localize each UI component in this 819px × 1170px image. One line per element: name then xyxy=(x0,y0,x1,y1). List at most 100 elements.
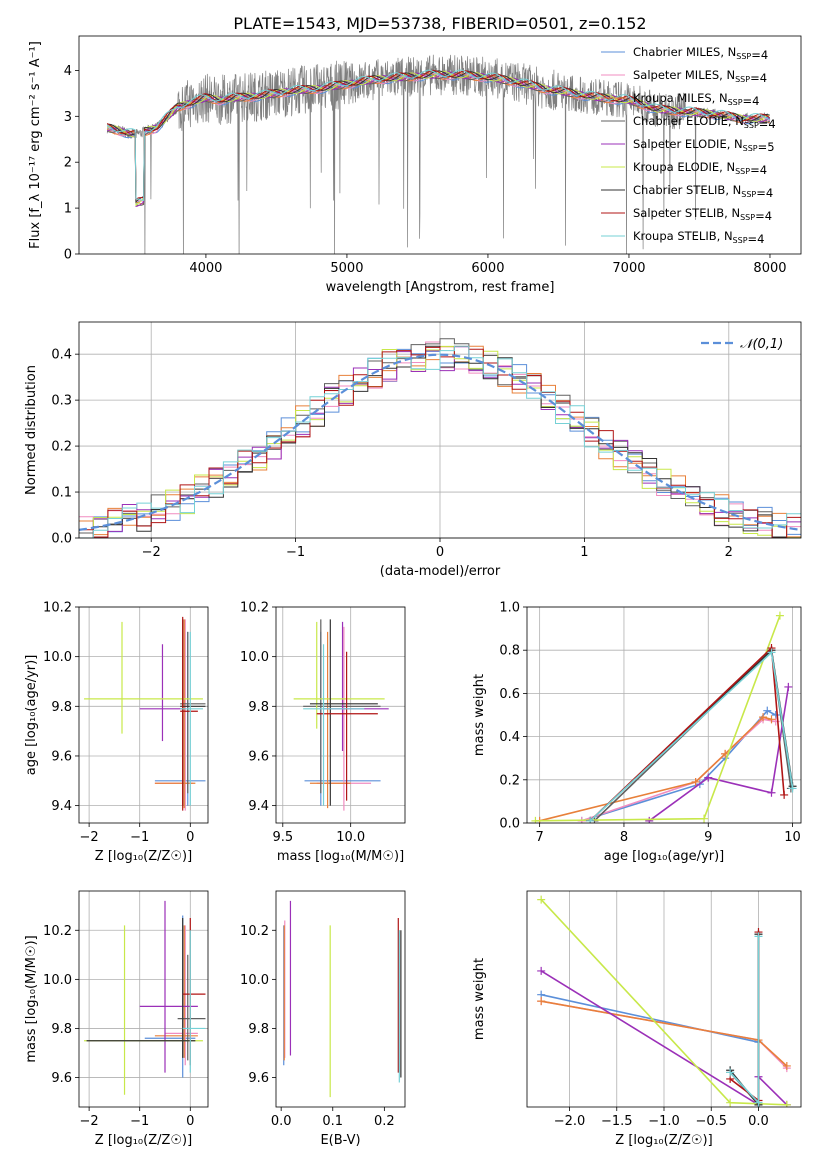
axes-frame xyxy=(526,890,802,1108)
spectrum-data-line xyxy=(106,54,771,254)
gridlines xyxy=(79,891,208,1107)
series-chabrier_miles xyxy=(537,990,763,1107)
ticks: 4000 5000 6000 7000 8000 0 1 2 3 4 xyxy=(64,64,787,276)
plus-marker xyxy=(767,788,776,797)
legend-entry: 𝒩(0,1) xyxy=(740,337,783,352)
plus-marker xyxy=(782,1100,791,1107)
x-axis-label: Z [log₁₀(Z/Z☉)] xyxy=(95,849,192,864)
x-tick-label: 5000 xyxy=(330,261,363,276)
panel-mass-weight-vs-age: 7 8 9 10 0.0 0.2 0.4 0.6 0.8 1.0 age [log₁₀(age/yr… xyxy=(472,601,802,864)
x-axis-label: wavelength [Angstrom, rest frame] xyxy=(326,280,555,295)
y-tick-label: 0.0 xyxy=(51,532,72,547)
legend-entry: Kroupa ELODIE, NSSP=4 xyxy=(633,160,767,177)
x-axis-label: Z [log₁₀(Z/Z☉)] xyxy=(95,1133,192,1148)
x-tick-label: −2 xyxy=(142,545,161,560)
y-axis-label: Normed distribution xyxy=(24,365,39,495)
plot-area xyxy=(283,900,402,1098)
plus-marker xyxy=(726,1098,735,1107)
y-tick-label: 9.8 xyxy=(51,700,72,715)
x-tick-label: −1.0 xyxy=(648,1114,680,1129)
y-tick-label: 0 xyxy=(64,248,72,263)
histogram-chabrier_elodie xyxy=(79,338,801,538)
point-salpeter_stelib xyxy=(316,651,378,801)
y-tick-label: 0.8 xyxy=(499,644,520,659)
y-tick-label: 9.8 xyxy=(248,700,269,715)
series-kroupa_miles xyxy=(535,713,776,823)
legend-entry: Chabrier ELODIE, NSSP=4 xyxy=(633,114,776,131)
ticks: −2 −1 0 9.6 9.8 10.0 10.2 xyxy=(43,924,194,1129)
x-axis-label: (data-model)/error xyxy=(380,564,501,579)
point-chabrier_stelib xyxy=(309,619,378,806)
y-axis-label: mass [log₁₀(M/M☉)] xyxy=(24,935,39,1062)
plus-marker xyxy=(775,611,784,620)
point-salpeter_miles xyxy=(165,925,198,1066)
point-kroupa_miles xyxy=(154,619,196,809)
y-tick-label: 3 xyxy=(64,110,72,125)
y-tick-label: 0.4 xyxy=(51,348,72,363)
panel-age-vs-Z: −2 −1 0 9.4 9.6 9.8 10.0 10.2 Z [log₁₀(Z/Z☉)] age… xyxy=(24,601,209,864)
legend-entry: Kroupa MILES, NSSP=4 xyxy=(633,91,760,108)
y-tick-label: 10.0 xyxy=(240,973,269,988)
y-tick-label: 1 xyxy=(64,202,72,217)
plus-marker xyxy=(780,790,789,799)
plus-marker xyxy=(704,773,713,782)
axes-frame xyxy=(275,890,406,1108)
series-kroupa_stelib xyxy=(586,648,797,823)
x-tick-label: −2.0 xyxy=(554,1114,586,1129)
series-line xyxy=(729,936,760,1105)
y-tick-label: 2 xyxy=(64,156,72,171)
plus-marker xyxy=(759,713,768,722)
y-tick-label: 10.2 xyxy=(240,601,269,616)
x-tick-label: −1.5 xyxy=(601,1114,633,1129)
y-tick-label: 0.6 xyxy=(499,687,520,702)
plus-marker xyxy=(782,1061,791,1070)
gridlines xyxy=(79,606,208,823)
model-fit-kroupa_elodie xyxy=(107,70,770,207)
x-tick-label: 8 xyxy=(620,830,628,845)
x-tick-label: −1 xyxy=(130,1114,149,1129)
point-kroupa_elodie xyxy=(293,621,385,729)
ticks: 0.0 0.1 0.2 9.6 9.8 10.0 10.2 xyxy=(240,924,395,1129)
series-line xyxy=(535,615,781,822)
y-tick-label: 9.4 xyxy=(248,799,269,814)
spectrum-legend: Chabrier MILES, NSSP=4 Salpeter MILES, NS… xyxy=(601,45,776,246)
plus-marker xyxy=(767,715,776,724)
legend-entry: Chabrier STELIB, NSSP=4 xyxy=(633,183,773,200)
axes-frame xyxy=(78,321,802,539)
panel-mass-weight-vs-Z: −2.0 −1.5 −1.0 −0.5 0.0 Z [log₁₀(Z/Z☉)] mass w… xyxy=(472,890,802,1148)
y-axis-label: Flux [f_λ 10⁻¹⁷ erg cm⁻² s⁻¹ A⁻¹] xyxy=(28,41,43,249)
y-tick-label: 10.0 xyxy=(240,650,269,665)
y-tick-label: 0.2 xyxy=(499,773,520,788)
x-tick-label: 9.5 xyxy=(272,830,293,845)
y-tick-label: 10.2 xyxy=(240,924,269,939)
plot-area xyxy=(79,338,801,538)
x-tick-label: 9 xyxy=(704,830,712,845)
legend-entry: Salpeter MILES, NSSP=4 xyxy=(633,68,767,85)
plot-area xyxy=(537,895,791,1107)
point-salpeter_miles xyxy=(154,619,193,811)
ticks: −2 −1 0 1 2 0.0 0.1 0.2 0.3 0.4 xyxy=(51,348,733,560)
series-salpeter_elodie xyxy=(645,682,793,823)
point-salpeter_stelib xyxy=(182,918,206,1066)
axes-frame xyxy=(78,35,802,255)
normal-curve xyxy=(79,353,801,531)
x-tick-label: 0.0 xyxy=(748,1114,769,1129)
plus-marker xyxy=(645,816,654,823)
series-chabrier_elodie xyxy=(590,646,795,823)
point-chabrier_elodie xyxy=(177,954,206,1061)
plus-marker xyxy=(537,997,546,1006)
plus-marker xyxy=(537,895,546,904)
x-tick-label: 4000 xyxy=(189,261,222,276)
histogram-legend: 𝒩(0,1) xyxy=(701,337,783,352)
plus-marker xyxy=(767,648,776,657)
histogram-kroupa_stelib xyxy=(79,345,801,538)
panel-spectrum: 4000 5000 6000 7000 8000 0 1 2 3 4 wavelength [Ang… xyxy=(28,35,802,295)
plus-marker xyxy=(754,932,763,941)
panel-mass-vs-EBV: 0.0 0.1 0.2 9.6 9.8 10.0 10.2 E(B-V) xyxy=(240,890,406,1148)
series-chabrier_stelib xyxy=(726,930,763,1107)
x-tick-label: 6000 xyxy=(471,261,504,276)
x-tick-label: 10 xyxy=(784,830,801,845)
y-tick-label: 9.4 xyxy=(51,799,72,814)
ticks: −2.0 −1.5 −1.0 −0.5 0.0 xyxy=(554,1107,769,1129)
